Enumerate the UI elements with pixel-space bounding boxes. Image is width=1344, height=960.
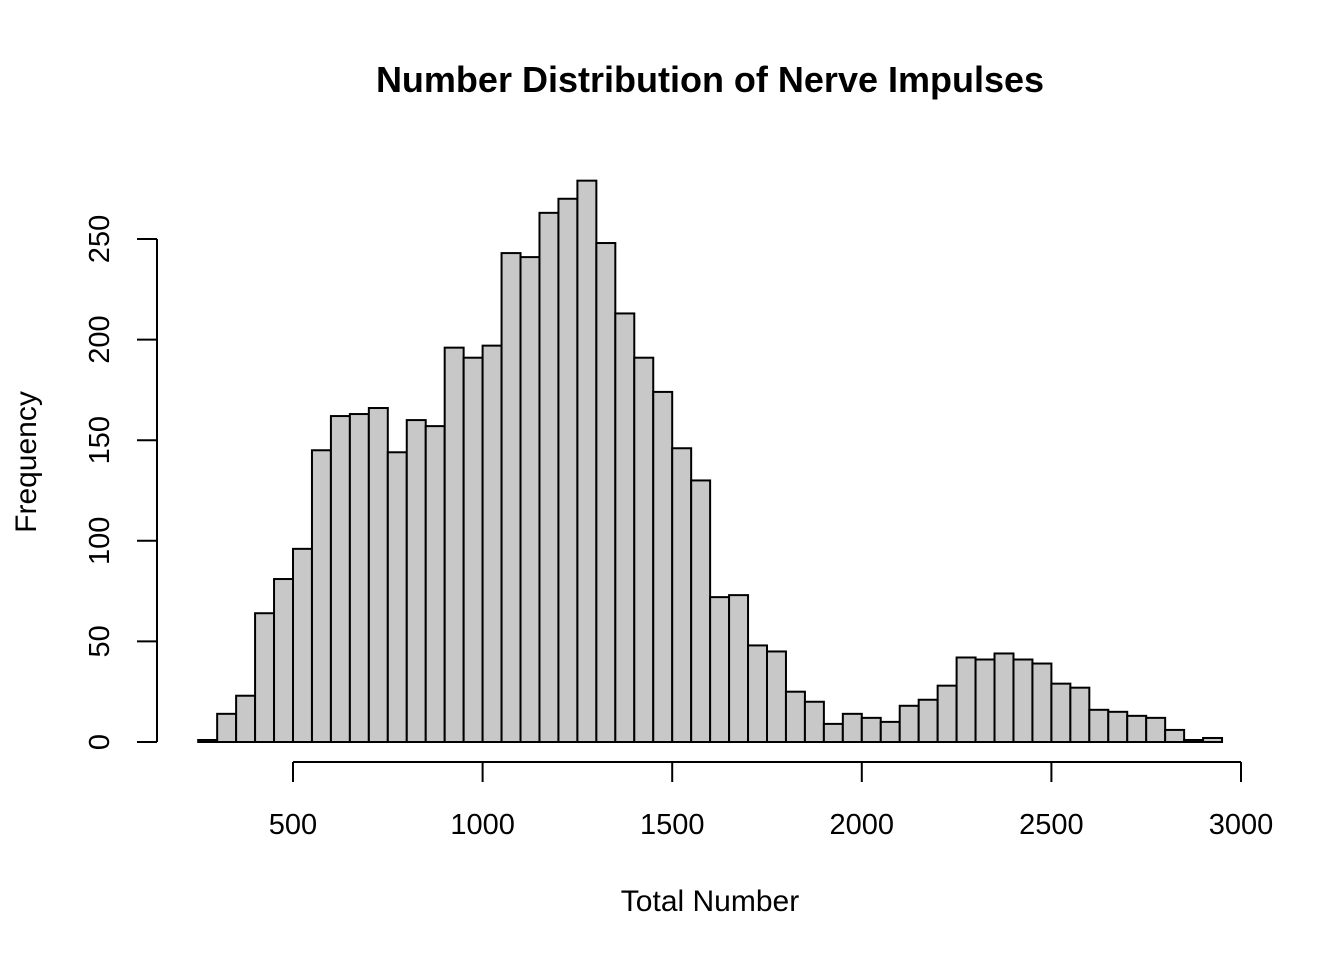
x-tick-label: 2500 xyxy=(1019,809,1084,841)
histogram-bar xyxy=(841,712,863,743)
histogram-bar xyxy=(481,344,503,743)
histogram-bar xyxy=(405,419,427,743)
histogram-bar xyxy=(955,656,977,743)
histogram-bar xyxy=(803,700,825,744)
x-axis-label: Total Number xyxy=(621,885,799,918)
histogram-bar xyxy=(974,658,996,743)
x-tick-label: 2000 xyxy=(830,809,895,841)
x-axis: 500 1000 1500 2000 2500 3000 xyxy=(269,761,1273,841)
histogram-bar xyxy=(898,704,920,743)
histogram-bar xyxy=(310,449,332,743)
x-tick-label: 3000 xyxy=(1209,809,1274,841)
y-tick-label: 250 xyxy=(84,215,116,263)
histogram-bar xyxy=(1069,686,1091,744)
histogram-bar xyxy=(860,716,882,744)
y-axis: 0 50 100 150 200 250 xyxy=(84,215,158,750)
histogram-bar xyxy=(1183,738,1205,743)
histogram-bar xyxy=(424,425,446,743)
histogram-bar xyxy=(1088,708,1110,743)
histogram-bar xyxy=(254,612,276,743)
x-tick-label: 1000 xyxy=(450,809,515,841)
histogram-bar xyxy=(917,698,939,743)
histogram-bar xyxy=(348,413,370,743)
histogram-bar xyxy=(652,390,674,743)
chart-title: Number Distribution of Nerve Impulses xyxy=(376,59,1044,100)
histogram-bar xyxy=(822,722,844,744)
x-ticks: 500 1000 1500 2000 2500 3000 xyxy=(269,762,1273,841)
y-tick-label: 150 xyxy=(84,416,116,464)
histogram-bar xyxy=(633,356,655,743)
y-tick-label: 200 xyxy=(84,315,116,363)
histogram-bar xyxy=(728,594,750,744)
histogram-bar xyxy=(709,596,731,743)
histogram-bar xyxy=(216,712,238,743)
histogram-bar xyxy=(538,211,560,743)
histogram-bar xyxy=(1012,658,1034,743)
histogram-bar xyxy=(1107,710,1129,744)
y-tick-label: 0 xyxy=(84,734,116,750)
histogram-bar xyxy=(1164,728,1186,743)
histogram-bar xyxy=(1202,736,1224,744)
y-tick-label: 100 xyxy=(84,517,116,565)
histogram-bar xyxy=(443,346,465,743)
histogram-bar xyxy=(519,256,541,743)
histogram-bar xyxy=(936,684,958,743)
histogram-bar xyxy=(1031,662,1053,743)
histogram-bar xyxy=(671,447,693,743)
y-tick-label: 50 xyxy=(84,625,116,657)
histogram-bar xyxy=(614,312,636,743)
histogram-bar xyxy=(557,197,579,743)
histogram-bar xyxy=(292,547,313,744)
histogram-bar xyxy=(500,252,522,743)
histogram-bar xyxy=(690,479,712,743)
histogram-bar xyxy=(1126,714,1148,743)
histogram-bar xyxy=(1050,682,1072,743)
histogram-bar xyxy=(747,644,768,744)
x-tick-label: 1500 xyxy=(640,809,705,841)
histogram-bar xyxy=(329,415,351,743)
histogram-bar xyxy=(273,578,295,744)
histogram-bar xyxy=(462,356,484,743)
x-tick-label: 500 xyxy=(269,809,317,841)
bars-group xyxy=(197,179,1224,744)
y-axis-label: Frequency xyxy=(10,391,43,533)
histogram-bar xyxy=(386,451,408,743)
histogram-bar xyxy=(235,694,257,743)
histogram-bar xyxy=(1145,716,1167,744)
histogram-bar xyxy=(197,738,219,743)
histogram-bar xyxy=(576,179,598,744)
y-ticks: 0 50 100 150 200 250 xyxy=(84,215,157,750)
histogram-bar xyxy=(784,690,806,744)
histogram-bar xyxy=(367,407,389,743)
histogram-bar xyxy=(766,650,787,744)
histogram-bar xyxy=(595,242,617,744)
histogram-bar xyxy=(993,652,1015,743)
histogram-bar xyxy=(879,720,901,744)
